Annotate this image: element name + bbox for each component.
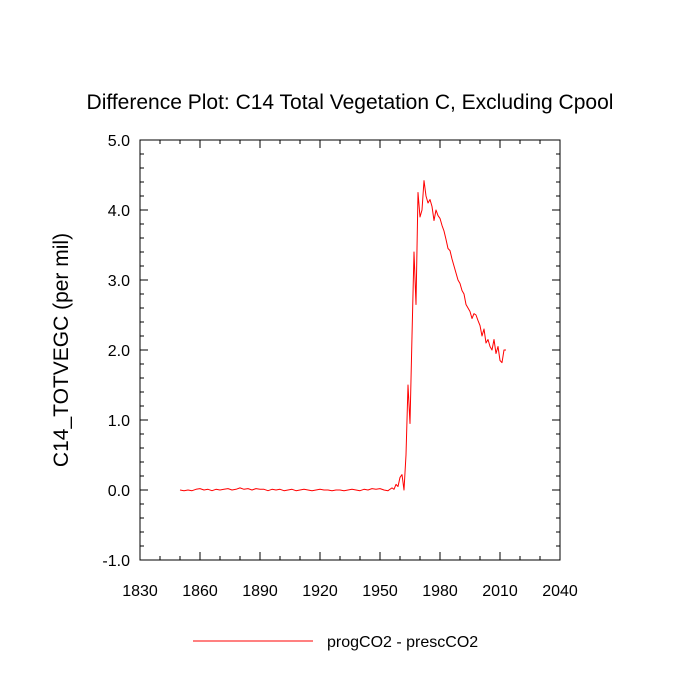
y-tick-label: 0.0 [108,483,130,500]
y-tick-label: -1.0 [102,553,130,570]
chart-title: Difference Plot: C14 Total Vegetation C,… [87,91,614,114]
x-tick-label: 2040 [542,583,578,600]
legend-label-progco2-prescco2: progCO2 - prescCO2 [327,634,478,651]
legend: progCO2 - prescCO2 [193,634,478,651]
x-tick-label: 1860 [182,583,218,600]
y-tick-labels: -1.0 0.0 1.0 2.0 3.0 4.0 5.0 [102,133,130,570]
y-tick-label: 2.0 [108,343,130,360]
series-line-progco2-prescco2 [179,180,506,492]
x-tick-label: 1890 [242,583,278,600]
tick-marks [139,139,561,561]
x-tick-labels: 1830 1860 1890 1920 1950 1980 2010 2040 [122,583,578,600]
series-layer [179,180,506,492]
y-tick-label: 5.0 [108,133,130,150]
y-tick-label: 4.0 [108,203,130,220]
x-tick-label: 1980 [422,583,458,600]
y-tick-label: 1.0 [108,413,130,430]
y-axis-label: C14_TOTVEGC (per mil) [50,233,73,467]
x-tick-label: 1950 [362,583,398,600]
x-tick-label: 1830 [122,583,158,600]
x-tick-label: 1920 [302,583,338,600]
y-tick-label: 3.0 [108,273,130,290]
x-tick-label: 2010 [482,583,518,600]
